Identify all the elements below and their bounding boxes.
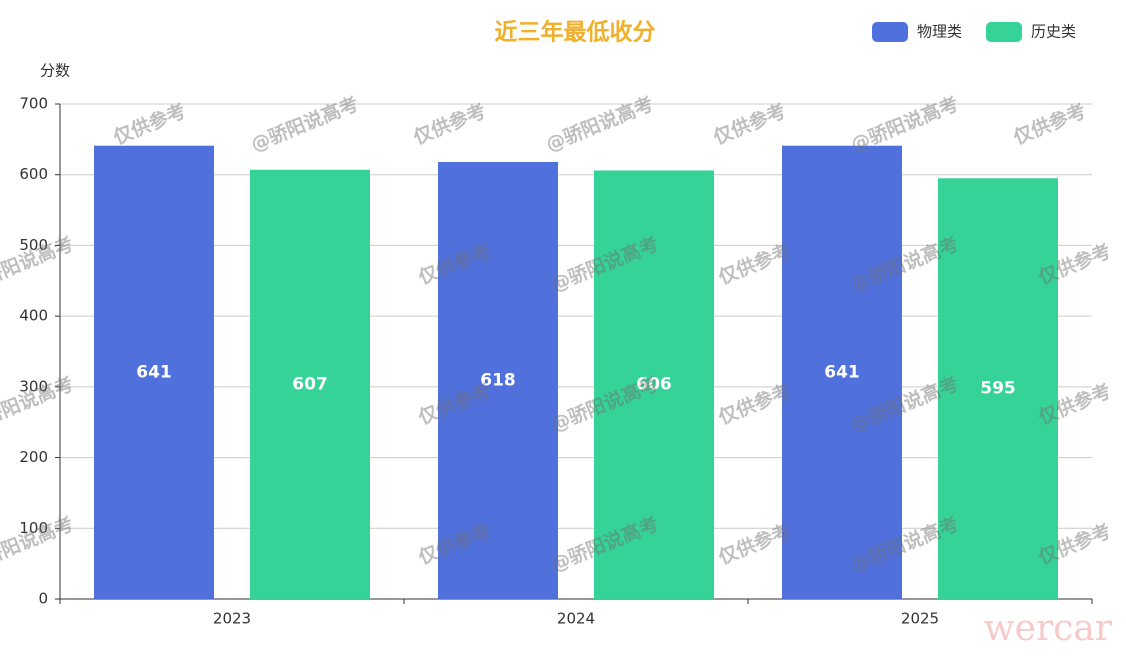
- x-tick-label: 2024: [557, 610, 595, 628]
- value-label: 595: [980, 379, 1016, 399]
- y-tick-label: 100: [19, 519, 48, 537]
- legend-label: 历史类: [1031, 23, 1076, 41]
- y-tick-label: 400: [19, 307, 48, 325]
- x-tick-label: 2025: [901, 610, 939, 628]
- value-label: 618: [480, 370, 516, 390]
- watermark: @骄阳说高考: [847, 92, 961, 156]
- watermark: 仅供参考: [1009, 99, 1089, 149]
- y-tick-label: 600: [19, 165, 48, 183]
- value-label: 606: [636, 375, 672, 395]
- watermark: 仅供参考: [109, 99, 189, 149]
- bar: [94, 145, 214, 599]
- bar: [438, 161, 558, 599]
- watermark: 仅供参考: [409, 99, 489, 149]
- legend-swatch: [986, 22, 1022, 42]
- y-tick-label: 0: [38, 590, 48, 608]
- value-label: 641: [136, 362, 172, 382]
- bar: [938, 178, 1058, 599]
- value-label: 607: [292, 374, 328, 394]
- watermark: 仅供参考: [709, 99, 789, 149]
- y-tick-label: 700: [19, 95, 48, 113]
- y-tick-label: 300: [19, 377, 48, 395]
- watermark: @骄阳说高考: [247, 92, 361, 156]
- legend-swatch: [872, 22, 908, 42]
- y-axis-label: 分数: [40, 62, 70, 80]
- y-tick-label: 500: [19, 236, 48, 254]
- watermark: @骄阳说高考: [542, 92, 656, 156]
- y-tick-label: 200: [19, 448, 48, 466]
- chart-title: 近三年最低收分: [495, 19, 656, 46]
- bar: [782, 145, 902, 599]
- bar: [250, 169, 370, 599]
- x-tick-label: 2023: [213, 610, 251, 628]
- value-label: 641: [824, 362, 860, 382]
- corner-mark: wercar: [984, 608, 1113, 649]
- legend-label: 物理类: [917, 23, 962, 41]
- bar: [594, 170, 714, 599]
